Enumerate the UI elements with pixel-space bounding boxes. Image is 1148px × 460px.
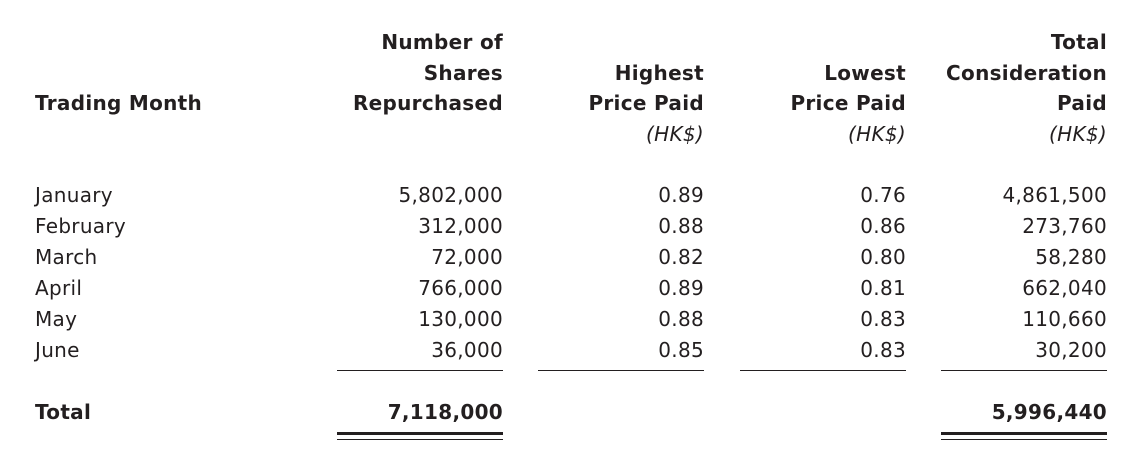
cell-lowest: 0.80 [860,245,906,269]
cell-shares: 5,802,000 [398,183,503,207]
header-total-line3: Paid [1057,91,1107,115]
total-double-rule-shares [337,432,503,440]
subtotal-rule-lowest [740,370,906,371]
cell-month: March [35,245,98,269]
cell-shares: 312,000 [418,214,503,238]
cell-highest: 0.85 [658,338,704,362]
cell-month: April [35,276,83,300]
cell-highest: 0.89 [658,276,704,300]
header-lowest-line2: Price Paid [790,91,906,115]
cell-total: 4,861,500 [1002,183,1107,207]
cell-total: 110,660 [1022,307,1107,331]
cell-lowest: 0.81 [860,276,906,300]
cell-month: February [35,214,127,238]
subtotal-rule-highest [538,370,704,371]
header-lowest-unit: (HK$) [848,122,906,146]
total-double-rule-total [941,432,1107,440]
header-lowest-line1: Lowest [824,61,906,85]
cell-total: 30,200 [1035,338,1107,362]
cell-total: 273,760 [1022,214,1107,238]
cell-lowest: 0.83 [860,307,906,331]
cell-lowest: 0.86 [860,214,906,238]
header-total-unit: (HK$) [1049,122,1107,146]
cell-shares: 72,000 [431,245,503,269]
cell-total: 662,040 [1022,276,1107,300]
cell-month: June [35,338,80,362]
subtotal-rule-shares [337,370,503,371]
cell-shares: 766,000 [418,276,503,300]
totals-consideration: 5,996,440 [991,400,1107,424]
header-highest-line2: Price Paid [588,91,704,115]
cell-highest: 0.88 [658,214,704,238]
totals-label: Total [35,400,92,424]
cell-total: 58,280 [1035,245,1107,269]
cell-highest: 0.88 [658,307,704,331]
cell-highest: 0.89 [658,183,704,207]
cell-month: May [35,307,78,331]
cell-shares: 36,000 [431,338,503,362]
cell-lowest: 0.76 [860,183,906,207]
header-highest-unit: (HK$) [646,122,704,146]
subtotal-rule-total [941,370,1107,371]
header-trading-month: Trading Month [35,91,203,115]
header-shares-line3: Repurchased [352,91,503,115]
cell-lowest: 0.83 [860,338,906,362]
cell-highest: 0.82 [658,245,704,269]
header-total-line1: Total [1050,30,1107,54]
totals-shares: 7,118,000 [387,400,503,424]
header-shares-line1: Number of [381,30,503,54]
cell-month: January [35,183,113,207]
header-shares-line2: Shares [423,61,503,85]
header-total-line2: Consideration [946,61,1107,85]
header-highest-line1: Highest [614,61,704,85]
cell-shares: 130,000 [418,307,503,331]
